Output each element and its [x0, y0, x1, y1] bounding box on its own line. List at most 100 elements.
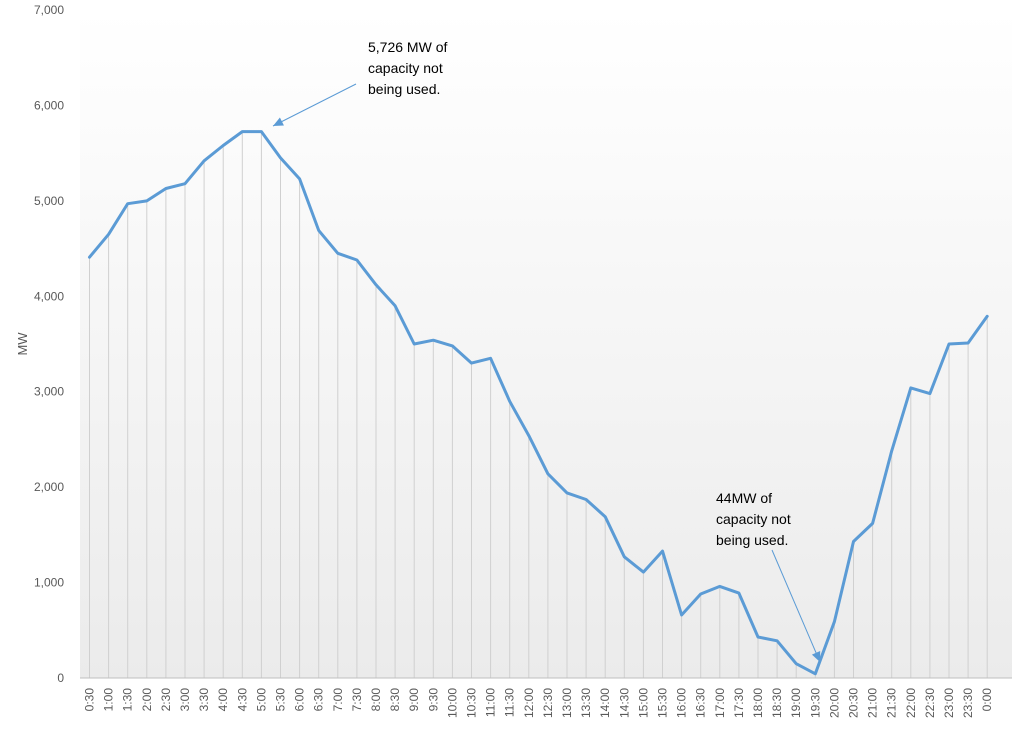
data-point	[240, 130, 244, 134]
data-point	[164, 186, 168, 190]
data-point	[202, 159, 206, 163]
data-point	[871, 521, 875, 525]
y-axis-label: MW	[15, 332, 30, 356]
data-point	[603, 515, 607, 519]
data-point	[450, 344, 454, 348]
series-line	[88, 130, 989, 676]
data-point	[508, 399, 512, 403]
data-point	[641, 570, 645, 574]
x-tick-label: 16:30	[694, 688, 708, 718]
x-tick-label: 23:30	[961, 688, 975, 718]
x-tick-label: 5:00	[254, 688, 268, 712]
x-tick-label: 11:30	[503, 688, 517, 717]
x-tick-label: 6:30	[312, 688, 326, 712]
x-tick-label: 13:30	[579, 688, 593, 718]
data-point	[126, 202, 130, 206]
data-point	[355, 258, 359, 262]
x-tick-label: 7:00	[331, 688, 345, 712]
data-point	[718, 584, 722, 588]
x-tick-label: 3:30	[197, 688, 211, 712]
x-tick-label: 0:30	[83, 688, 97, 712]
data-point	[756, 635, 760, 639]
annotation-text: 5,726 MW of	[368, 39, 447, 55]
annotation-text: capacity not	[368, 60, 443, 76]
data-point	[88, 255, 92, 259]
data-point	[527, 434, 531, 438]
annotation-text: 44MW of	[716, 490, 772, 506]
data-point	[259, 130, 263, 134]
x-tick-label: 14:00	[598, 688, 612, 718]
x-tick-label: 15:00	[636, 688, 650, 718]
data-point	[546, 472, 550, 476]
data-point	[680, 613, 684, 617]
x-tick-label: 4:00	[216, 688, 230, 712]
y-tick-label: 1,000	[34, 576, 64, 590]
data-point	[431, 338, 435, 342]
data-point	[279, 156, 283, 160]
x-tick-label: 3:00	[178, 688, 192, 712]
data-point	[565, 491, 569, 495]
y-tick-label: 5,000	[34, 194, 64, 208]
data-point	[909, 386, 913, 390]
data-point	[221, 144, 225, 148]
data-point	[947, 342, 951, 346]
data-point	[966, 341, 970, 345]
x-tick-label: 20:00	[827, 688, 841, 718]
x-tick-label: 14:30	[617, 688, 631, 718]
data-point	[813, 672, 817, 676]
data-point	[145, 199, 149, 203]
x-tick-label: 17:00	[713, 688, 727, 718]
x-tick-label: 9:00	[407, 688, 421, 712]
data-point	[336, 251, 340, 255]
x-tick-label: 21:00	[866, 688, 880, 718]
x-axis: 0:30 1:00 1:30 2:00 2:30 3:00 3:30 4:00 4:30 5:00…	[83, 688, 995, 718]
data-point	[622, 555, 626, 559]
data-point	[985, 314, 989, 318]
x-tick-label: 18:00	[751, 688, 765, 718]
x-tick-label: 10:00	[445, 688, 459, 718]
y-tick-label: 0	[57, 671, 64, 685]
x-tick-label: 18:30	[770, 688, 784, 718]
x-tick-label: 21:30	[885, 688, 899, 718]
x-tick-label: 6:00	[293, 688, 307, 712]
x-tick-label: 15:30	[656, 688, 670, 718]
data-point	[393, 304, 397, 308]
x-tick-label: 9:30	[426, 688, 440, 712]
y-tick-label: 3,000	[34, 385, 64, 399]
annotations: 5,726 MW of capacity not being used. 44MW o…	[272, 39, 821, 663]
x-tick-label: 8:00	[369, 688, 383, 712]
plot-background	[80, 10, 1012, 678]
x-tick-label: 20:30	[847, 688, 861, 718]
y-tick-label: 6,000	[34, 98, 64, 112]
x-tick-label: 19:00	[789, 688, 803, 718]
data-point	[412, 342, 416, 346]
annotation-arrow	[771, 549, 821, 663]
annotation-arrowhead	[811, 651, 821, 662]
x-tick-label: 8:30	[388, 688, 402, 712]
x-tick-label: 22:30	[923, 688, 937, 718]
x-tick-label: 13:00	[560, 688, 574, 718]
data-point	[374, 283, 378, 287]
x-tick-label: 11:00	[484, 688, 498, 717]
data-point	[699, 592, 703, 596]
data-point	[107, 232, 111, 236]
y-tick-label: 2,000	[34, 480, 64, 494]
x-tick-label: 0:00	[980, 688, 994, 712]
x-tick-label: 4:30	[235, 688, 249, 712]
data-point	[183, 182, 187, 186]
annotation-text: being used.	[716, 532, 788, 548]
data-point	[928, 392, 932, 396]
data-point	[661, 549, 665, 553]
x-tick-label: 16:00	[675, 688, 689, 718]
data-point	[794, 662, 798, 666]
y-tick-label: 7,000	[34, 3, 64, 17]
data-point	[489, 356, 493, 360]
x-tick-label: 19:30	[808, 688, 822, 718]
data-point	[298, 177, 302, 181]
y-axis: 0 1,000 2,000 3,000 4,000 5,000 6,000 7,000	[34, 3, 64, 685]
x-tick-label: 12:30	[541, 688, 555, 718]
annotation-arrow	[272, 83, 357, 127]
data-point	[737, 591, 741, 595]
x-tick-label: 23:00	[942, 688, 956, 718]
